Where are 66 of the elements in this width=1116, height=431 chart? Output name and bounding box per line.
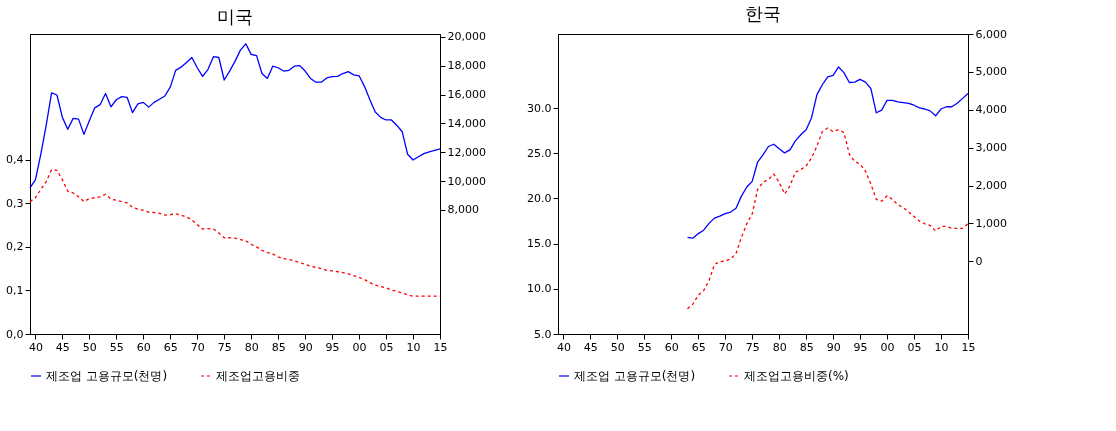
- x-tick-label: 00: [880, 340, 895, 354]
- legend-label: 제조업고용비중(%): [744, 369, 849, 383]
- x-tick-label: 55: [637, 340, 652, 354]
- chart-title: 한국: [745, 3, 781, 24]
- y2-tick-label: 1,000: [975, 216, 1007, 230]
- y-tick-label: 0,3: [6, 196, 24, 210]
- y2-tick-label: 20,000: [447, 30, 486, 44]
- line-series: [29, 43, 441, 189]
- x-tick-label: 95: [853, 340, 868, 354]
- x-tick-label: 10: [406, 340, 421, 354]
- x-tick-label: 85: [271, 340, 286, 354]
- legend-label: 제조업고용비중: [216, 369, 300, 383]
- y2-tick-label: 4,000: [975, 103, 1007, 117]
- y2-tick-label: 0: [975, 254, 983, 268]
- x-tick-label: 40: [556, 340, 571, 354]
- legend-label: 제조업 고용규모(천명): [46, 369, 168, 383]
- y2-tick-label: 8,000: [447, 203, 479, 217]
- x-tick-label: 65: [163, 340, 178, 354]
- y-tick-label: 0,1: [6, 283, 24, 297]
- y2-tick-label: 14,000: [447, 116, 486, 130]
- x-tick-label: 00: [352, 340, 367, 354]
- x-tick-label: 40: [28, 340, 43, 354]
- x-tick-label: 50: [610, 340, 625, 354]
- y2-tick-label: 12,000: [447, 145, 486, 159]
- y2-tick-label: 6,000: [975, 27, 1007, 41]
- x-tick-label: 70: [190, 340, 205, 354]
- x-tick-label: 75: [745, 340, 760, 354]
- x-tick-label: 90: [298, 340, 313, 354]
- line-series: [686, 66, 969, 239]
- y-tick-label: 10.0: [527, 282, 552, 296]
- y-tick-label: 5.0: [534, 327, 552, 341]
- x-tick-label: 45: [55, 340, 70, 354]
- y-tick-label: 30.0: [527, 101, 552, 115]
- y2-tick-label: 2,000: [975, 179, 1007, 193]
- x-tick-label: 80: [772, 340, 787, 354]
- x-tick-label: 55: [109, 340, 124, 354]
- line-series: [686, 127, 969, 310]
- x-tick-label: 60: [664, 340, 679, 354]
- y2-tick-label: 5,000: [975, 65, 1007, 79]
- y2-tick-label: 18,000: [447, 59, 486, 73]
- y-tick-label: 0,4: [6, 153, 24, 167]
- x-tick-label: 65: [691, 340, 706, 354]
- y2-tick-label: 16,000: [447, 88, 486, 102]
- x-tick-label: 50: [82, 340, 97, 354]
- x-tick-label: 15: [433, 340, 448, 354]
- y-tick-label: 25.0: [527, 146, 552, 160]
- x-tick-label: 90: [826, 340, 841, 354]
- x-tick-label: 10: [934, 340, 949, 354]
- legend-label: 제조업 고용규모(천명): [574, 369, 696, 383]
- x-tick-label: 70: [718, 340, 733, 354]
- y2-tick-label: 10,000: [447, 174, 486, 188]
- y-tick-label: 20.0: [527, 191, 552, 205]
- x-tick-label: 75: [217, 340, 232, 354]
- y2-tick-label: 3,000: [975, 141, 1007, 155]
- y-tick-label: 0,0: [6, 327, 24, 341]
- x-tick-label: 80: [244, 340, 259, 354]
- x-tick-label: 05: [379, 340, 394, 354]
- y-tick-label: 15.0: [527, 237, 552, 251]
- y-tick-label: 0,2: [6, 240, 24, 254]
- chart-title: 미국: [217, 5, 253, 27]
- x-tick-label: 85: [799, 340, 814, 354]
- x-tick-label: 60: [136, 340, 151, 354]
- x-tick-label: 45: [583, 340, 598, 354]
- x-tick-label: 05: [907, 340, 922, 354]
- x-tick-label: 95: [325, 340, 340, 354]
- x-tick-label: 15: [961, 340, 976, 354]
